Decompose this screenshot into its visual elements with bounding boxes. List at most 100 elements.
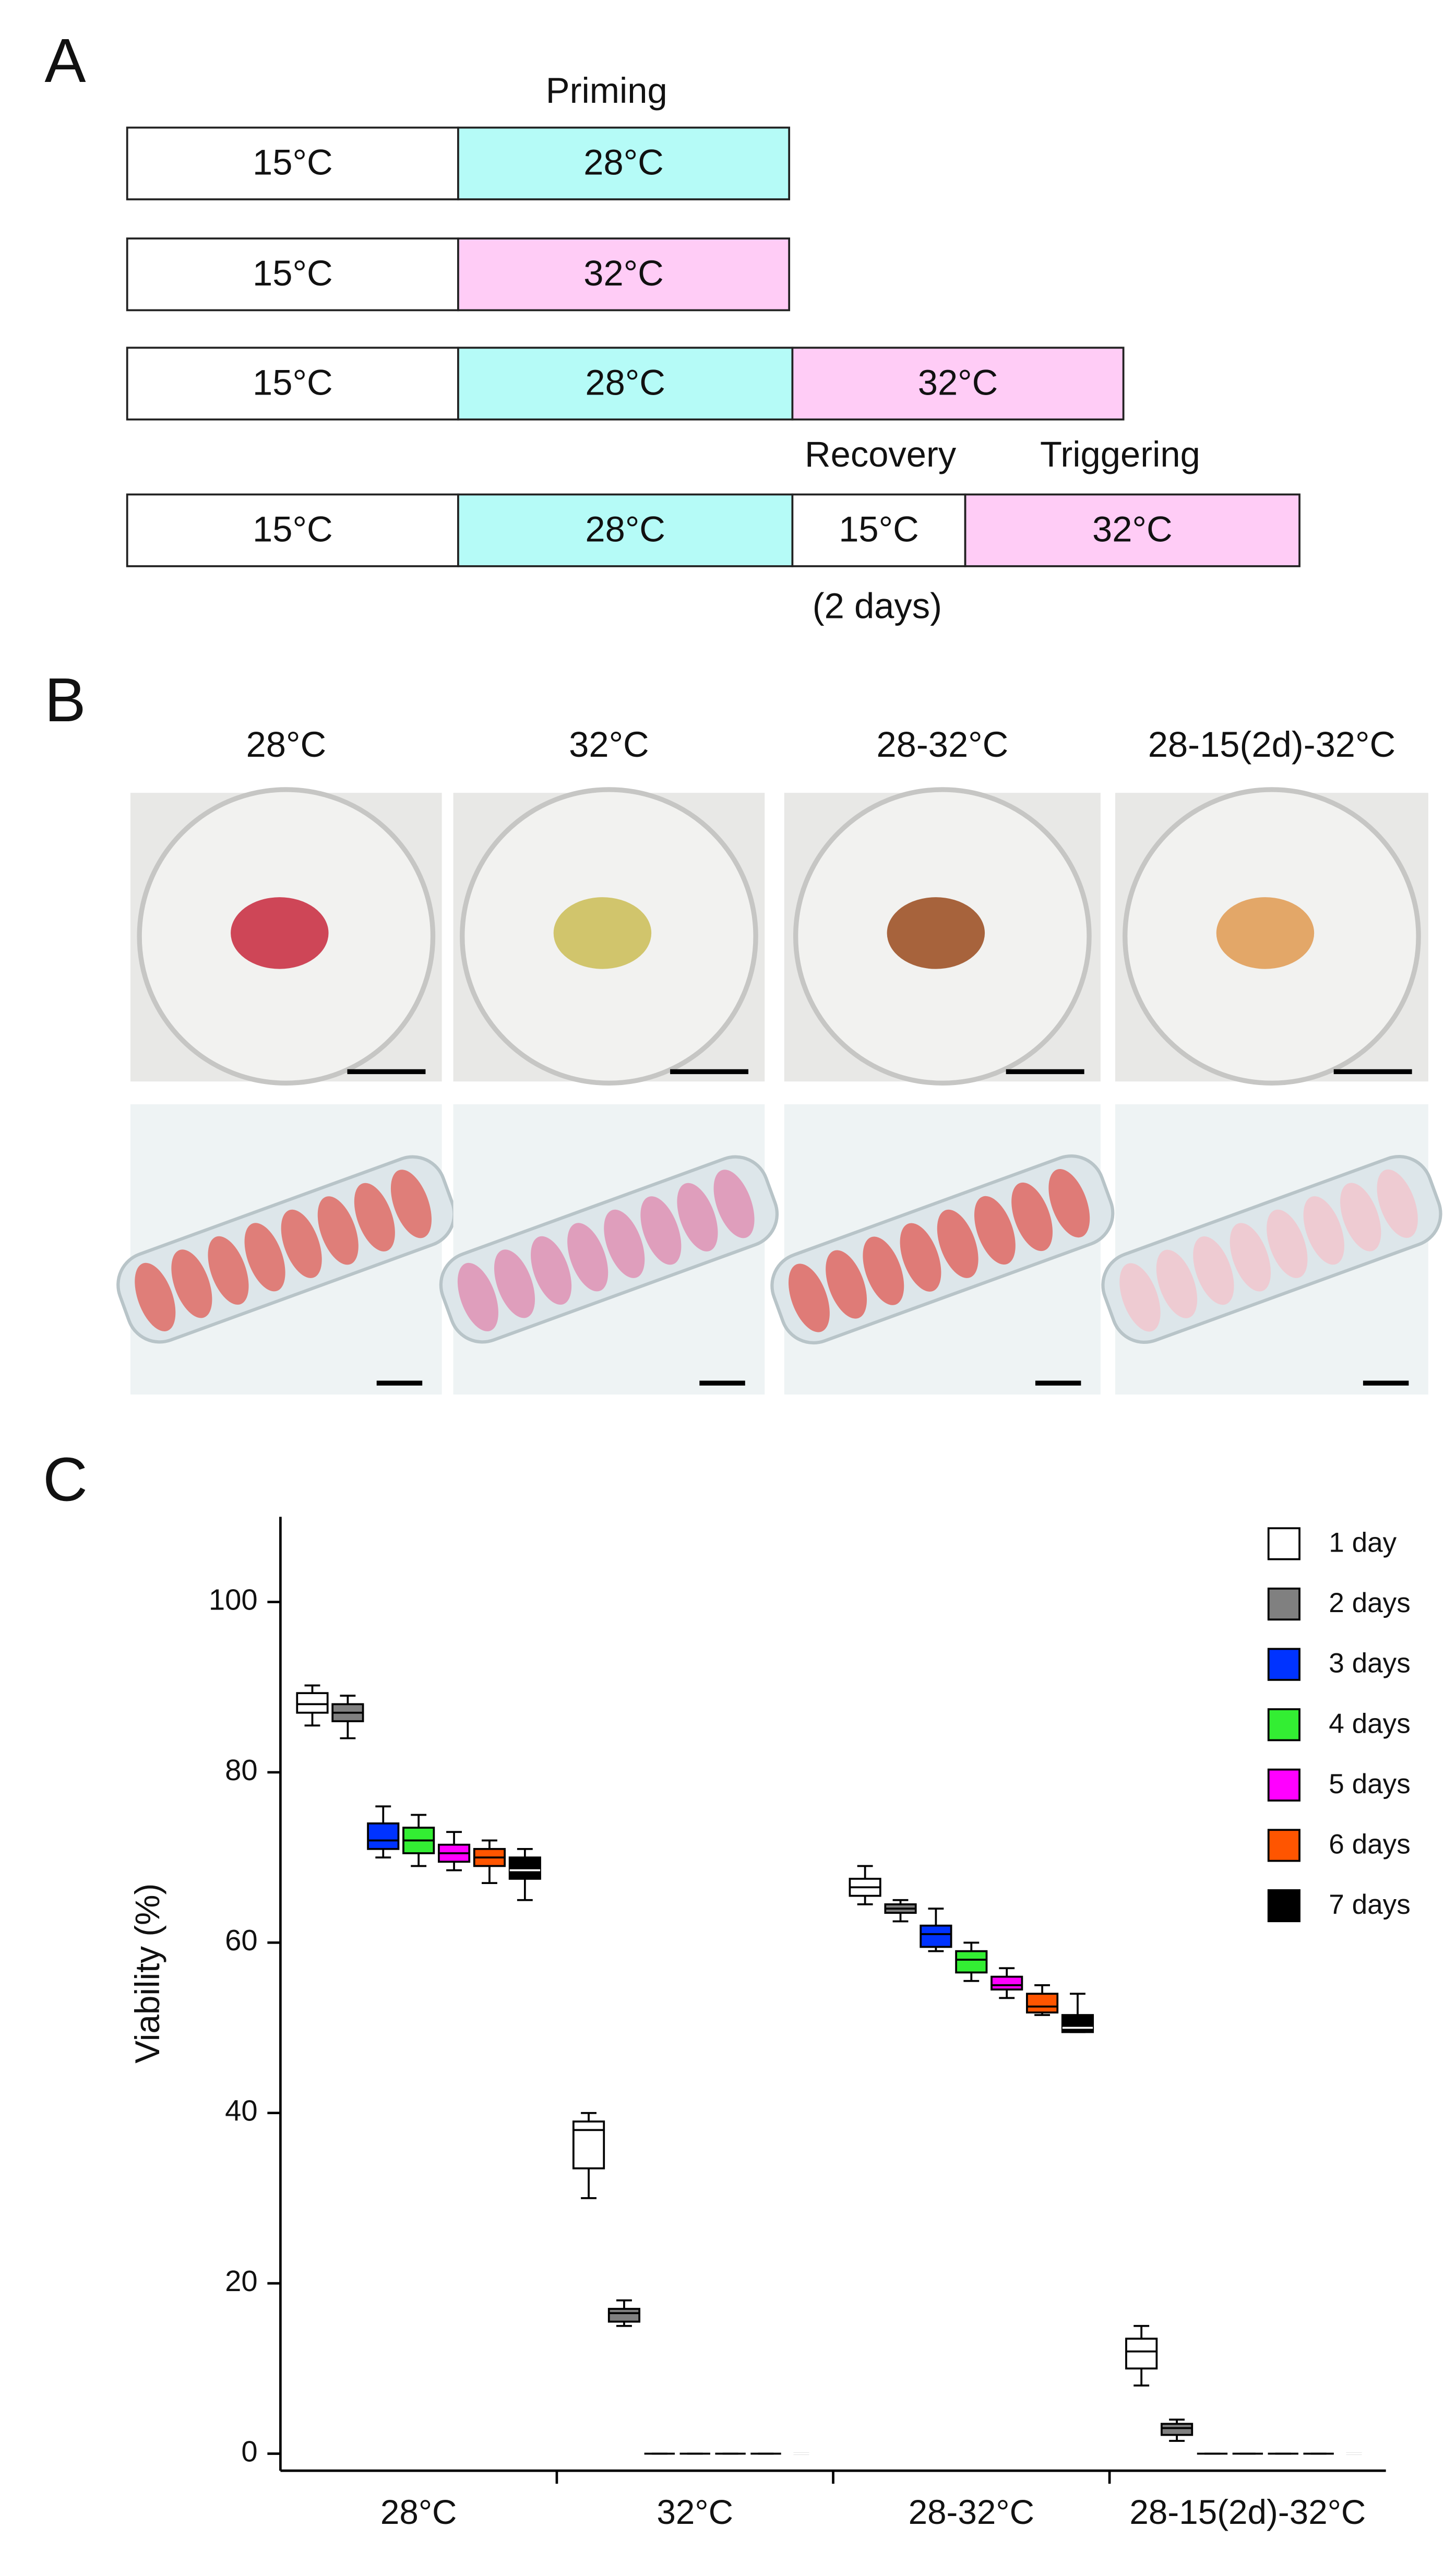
timeline-segment — [457, 347, 794, 421]
cell — [171, 1249, 212, 1318]
legend-swatch — [1267, 1889, 1300, 1923]
legend-swatch — [1267, 1768, 1300, 1802]
box — [990, 1975, 1023, 1990]
y-tick-label: 40 — [225, 2094, 258, 2127]
x-tick-label: 28-15(2d)-32°C — [1129, 2493, 1366, 2531]
y-tick-label: 60 — [225, 1924, 258, 1957]
segment-label: 28°C — [585, 509, 665, 549]
timeline-segment — [126, 347, 459, 421]
cell — [1230, 1223, 1271, 1292]
cell — [390, 1170, 432, 1238]
box — [955, 1950, 988, 1974]
legend-label: 5 days — [1329, 1769, 1410, 1799]
cell — [567, 1223, 608, 1292]
legend-swatch — [1267, 1708, 1300, 1742]
box — [508, 1856, 541, 1880]
y-axis-label: Viability (%) — [128, 1884, 166, 2064]
legend-label: 3 days — [1329, 1648, 1410, 1679]
annotation: Triggering — [1040, 434, 1200, 474]
x-tick-label: 32°C — [657, 2493, 733, 2531]
cell — [1119, 1263, 1161, 1332]
annotation: Recovery — [805, 434, 957, 474]
cell — [1267, 1209, 1308, 1278]
segment-label: 15°C — [839, 509, 919, 549]
sample — [553, 897, 652, 969]
panel-label: C — [43, 1445, 88, 1514]
segment-label: 15°C — [253, 509, 333, 549]
timeline-segment — [791, 493, 966, 567]
box — [296, 1692, 329, 1714]
legend-label: 2 days — [1329, 1588, 1410, 1618]
cell — [1156, 1249, 1198, 1318]
legend-swatch — [1267, 1648, 1300, 1681]
y-tick-label: 100 — [209, 1583, 258, 1616]
cell — [1377, 1169, 1418, 1238]
cell — [604, 1209, 645, 1278]
cell — [208, 1236, 249, 1305]
timeline-segment — [126, 493, 459, 567]
filament — [439, 1155, 779, 1344]
column-title: 28-32°C — [876, 724, 1008, 765]
cell — [974, 1196, 1016, 1265]
legend-label: 1 day — [1329, 1528, 1397, 1558]
segment-label: 15°C — [253, 362, 333, 402]
cell — [826, 1250, 867, 1319]
cell — [713, 1170, 755, 1238]
y-tick-label: 80 — [225, 1754, 258, 1786]
filament — [1101, 1155, 1442, 1344]
box — [1026, 1993, 1059, 2014]
timeline-segment — [457, 126, 791, 200]
filament — [770, 1154, 1115, 1345]
filament — [116, 1155, 456, 1344]
cell — [640, 1196, 682, 1265]
cell — [1340, 1183, 1381, 1251]
cell — [244, 1223, 285, 1292]
legend-swatch — [1267, 1527, 1300, 1560]
box — [1125, 2338, 1158, 2370]
box — [920, 1924, 952, 1948]
box — [1161, 2423, 1194, 2436]
sample — [887, 897, 985, 969]
cell — [457, 1262, 498, 1331]
box — [1061, 2014, 1094, 2033]
x-tick-label: 28°C — [380, 2493, 457, 2531]
legend-swatch — [1267, 1587, 1300, 1621]
annotation: (2 days) — [813, 586, 942, 626]
box — [607, 2308, 641, 2323]
column-title: 32°C — [569, 724, 649, 765]
legend-swatch — [1267, 1829, 1300, 1862]
timeline-segment — [457, 237, 791, 312]
panel-label: A — [44, 27, 86, 96]
cell — [863, 1236, 904, 1305]
column-title: 28-15(2d)-32°C — [1148, 724, 1395, 765]
cell — [1303, 1196, 1344, 1265]
box — [572, 2120, 605, 2169]
timeline-segment — [126, 237, 459, 312]
segment-label: 28°C — [585, 362, 665, 402]
timeline-segment — [457, 493, 794, 567]
cell — [937, 1209, 978, 1278]
cell — [900, 1223, 941, 1292]
legend-label: 6 days — [1329, 1829, 1410, 1860]
cell — [354, 1183, 395, 1251]
column-title: 28°C — [246, 724, 327, 765]
segment-label: 32°C — [1092, 509, 1173, 549]
y-tick-label: 0 — [241, 2435, 257, 2467]
segment-label: 32°C — [918, 362, 998, 402]
box — [367, 1822, 400, 1850]
x-tick-label: 28-32°C — [909, 2493, 1034, 2531]
sample — [1216, 897, 1315, 969]
segment-label: 32°C — [583, 253, 664, 293]
cell — [531, 1236, 572, 1305]
annotation: Priming — [546, 70, 667, 111]
segment-label: 28°C — [583, 142, 664, 183]
cell — [677, 1183, 718, 1251]
timeline-segment — [126, 126, 459, 200]
cell — [281, 1209, 322, 1278]
timeline-segment — [791, 347, 1125, 421]
segment-label: 15°C — [253, 253, 333, 293]
cell — [135, 1262, 176, 1331]
cell — [1011, 1182, 1053, 1251]
